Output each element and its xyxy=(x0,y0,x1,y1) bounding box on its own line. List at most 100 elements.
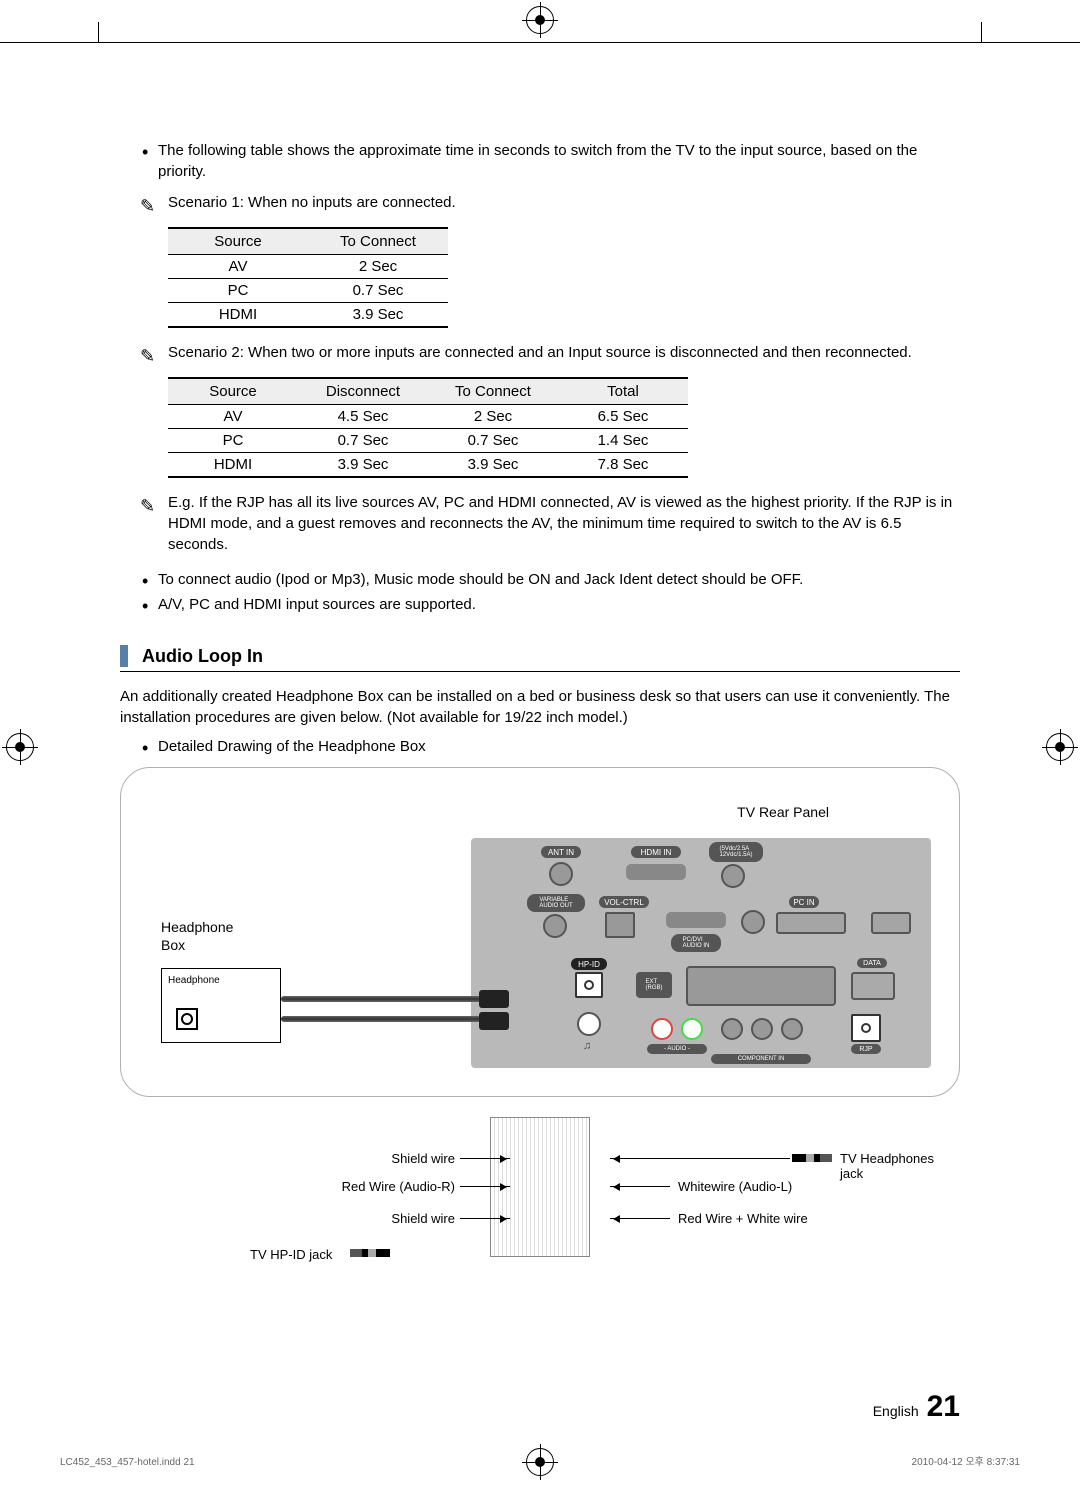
t2-cell: 0.7 Sec xyxy=(428,429,558,453)
scenario2-table: Source Disconnect To Connect Total AV 4.… xyxy=(168,377,688,478)
headphone-box-diagram: TV Rear Panel Headphone Box ANT IN HDMI … xyxy=(120,767,960,1097)
port-pc-in xyxy=(776,912,846,934)
port-comp-y xyxy=(721,1018,743,1040)
wd-label-red-white: Red Wire + White wire xyxy=(678,1211,808,1226)
port-power-label: (5Vdc/2.5A 12Vdc/1.5A) xyxy=(709,842,763,862)
cable-bottom xyxy=(281,1016,481,1022)
wd-label-white-l: Whitewire (Audio-L) xyxy=(678,1179,792,1194)
intro-bullet: The following table shows the approximat… xyxy=(138,140,960,182)
eg-note: ✎ E.g. If the RJP has all its live sourc… xyxy=(120,492,960,555)
port-vol-ctrl-label: VOL-CTRL xyxy=(599,896,649,908)
tv-rear-panel: ANT IN HDMI IN (5Vdc/2.5A 12Vdc/1.5A) VA… xyxy=(471,838,931,1068)
port-hp-id xyxy=(575,972,603,998)
wd-line xyxy=(610,1186,670,1187)
scenario1-table: Source To Connect AV2 Sec PC0.7 Sec HDMI… xyxy=(168,227,448,328)
wd-label-hpid: TV HP-ID jack xyxy=(250,1247,332,1262)
page-footer: English 21 xyxy=(873,1390,960,1424)
scenario1-note: ✎ Scenario 1: When no inputs are connect… xyxy=(120,192,960,213)
headphone-icon: ♫ xyxy=(583,1040,591,1052)
wd-line xyxy=(460,1186,510,1187)
t2-cell: 1.4 Sec xyxy=(558,429,688,453)
eg-note-text: E.g. If the RJP has all its live sources… xyxy=(168,494,952,553)
cable-top xyxy=(281,996,481,1002)
wd-line xyxy=(610,1218,670,1219)
port-ant-in xyxy=(549,862,573,886)
note-icon: ✎ xyxy=(140,194,155,219)
wd-jack-hp xyxy=(792,1154,832,1162)
port-audio-r xyxy=(681,1018,703,1040)
t1-header-source: Source xyxy=(168,228,308,255)
crop-mark-top xyxy=(0,42,1080,43)
section-accent-bar xyxy=(120,645,128,667)
page-content: The following table shows the approximat… xyxy=(120,140,960,1287)
t2-cell: PC xyxy=(168,429,298,453)
t2-header: Source xyxy=(168,378,298,405)
port-pcdvi-audio xyxy=(741,910,765,934)
port-pc-in-label: PC IN xyxy=(789,896,819,908)
bullet-audio: To connect audio (Ipod or Mp3), Music mo… xyxy=(138,569,960,590)
scenario1-text: Scenario 1: When no inputs are connected… xyxy=(168,194,456,211)
plug-hp-id xyxy=(479,990,509,1008)
t2-cell: 4.5 Sec xyxy=(298,405,428,429)
port-scart xyxy=(686,966,836,1006)
t2-cell: AV xyxy=(168,405,298,429)
port-rjp-label: RJP xyxy=(851,1044,881,1054)
headphone-box: Headphone xyxy=(161,968,281,1043)
port-comp-pr xyxy=(781,1018,803,1040)
t2-cell: 2 Sec xyxy=(428,405,558,429)
wd-label-shield1: Shield wire xyxy=(345,1151,455,1166)
port-rjp xyxy=(851,1014,881,1042)
bullet-sources: A/V, PC and HDMI input sources are suppo… xyxy=(138,594,960,615)
port-var-audio xyxy=(543,914,567,938)
wd-label-tv-hp: TV Headphones jack xyxy=(840,1151,960,1181)
registration-mark-left xyxy=(6,733,34,761)
port-audio-label: - AUDIO - xyxy=(647,1044,707,1054)
port-hp-id-label: HP-ID xyxy=(571,958,607,970)
slug-right: 2010-04-12 오후 8:37:31 xyxy=(912,1453,1020,1468)
bullet-detail: Detailed Drawing of the Headphone Box xyxy=(138,736,960,757)
t2-cell: 3.9 Sec xyxy=(298,453,428,478)
t1-cell: 3.9 Sec xyxy=(308,303,448,328)
t2-header: To Connect xyxy=(428,378,558,405)
footer-lang: English xyxy=(873,1403,919,1419)
port-audio-l xyxy=(651,1018,673,1040)
wd-label-shield2: Shield wire xyxy=(345,1211,455,1226)
wd-jack-hpid xyxy=(350,1249,390,1257)
wire-diagram: Shield wire Red Wire (Audio-R) Shield wi… xyxy=(120,1117,960,1287)
scenario2-note: ✎ Scenario 2: When two or more inputs ar… xyxy=(120,342,960,363)
section-title: Audio Loop In xyxy=(142,646,263,667)
port-data-label: DATA xyxy=(857,958,887,968)
port-ant-in-label: ANT IN xyxy=(541,846,581,858)
port-power xyxy=(721,864,745,888)
t1-cell: AV xyxy=(168,255,308,279)
port-var-audio-label: VARIABLE AUDIO OUT xyxy=(527,894,585,912)
headphone-box-inner-label: Headphone xyxy=(168,975,280,986)
registration-mark-top xyxy=(526,6,554,34)
wd-line xyxy=(460,1218,510,1219)
t1-header-connect: To Connect xyxy=(308,228,448,255)
t2-cell: 3.9 Sec xyxy=(428,453,558,478)
port-component-label: COMPONENT IN xyxy=(711,1054,811,1064)
t2-cell: 7.8 Sec xyxy=(558,453,688,478)
plug-headphone xyxy=(479,1012,509,1030)
port-hdmi-in xyxy=(626,864,686,880)
section-para: An additionally created Headphone Box ca… xyxy=(120,686,960,728)
registration-mark-right xyxy=(1046,733,1074,761)
port-vol-ctrl xyxy=(605,912,635,938)
port-ext-rgb-label: EXT (RGB) xyxy=(636,972,672,998)
port-data xyxy=(851,972,895,1000)
port-pcdvi-label: PC/DVI AUDIO IN xyxy=(671,934,721,952)
rear-panel-label: TV Rear Panel xyxy=(737,804,829,820)
t2-header: Total xyxy=(558,378,688,405)
t1-cell: 0.7 Sec xyxy=(308,279,448,303)
t2-cell: HDMI xyxy=(168,453,298,478)
section-header: Audio Loop In xyxy=(120,645,960,672)
t2-header: Disconnect xyxy=(298,378,428,405)
port-comp-pb xyxy=(751,1018,773,1040)
t2-cell: 6.5 Sec xyxy=(558,405,688,429)
t1-cell: HDMI xyxy=(168,303,308,328)
wd-label-red-r: Red Wire (Audio-R) xyxy=(315,1179,455,1194)
scenario2-text: Scenario 2: When two or more inputs are … xyxy=(168,344,912,361)
note-icon: ✎ xyxy=(140,494,155,519)
headphone-box-label: Headphone Box xyxy=(161,918,233,954)
